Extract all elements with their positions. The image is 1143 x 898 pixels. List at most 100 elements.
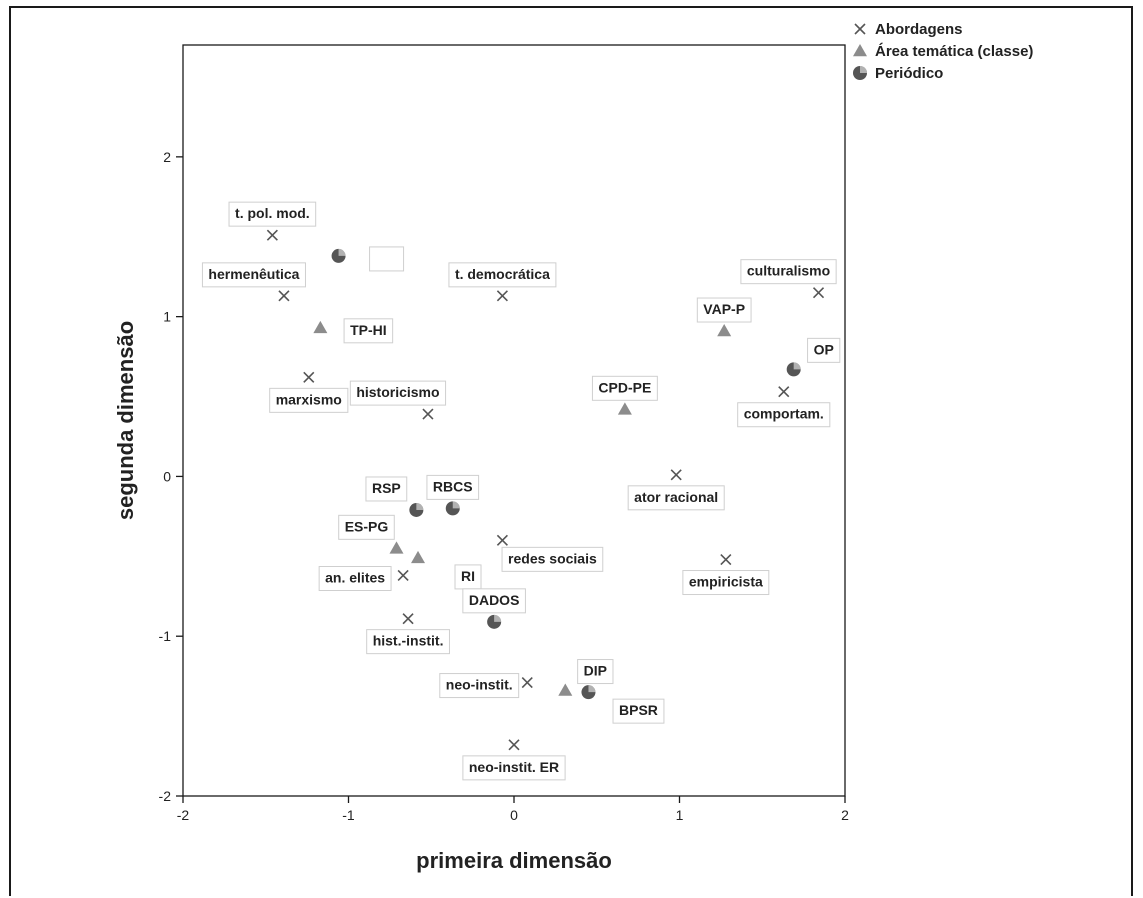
legend-label: Abordagens	[875, 21, 963, 38]
point-label-text: RI	[461, 568, 475, 584]
point-label-box	[807, 337, 841, 363]
point-label: hist.-instit.	[366, 629, 450, 655]
point-label-box	[612, 698, 665, 724]
marker-cross	[278, 290, 290, 302]
y-tick-label: -1	[159, 628, 172, 644]
point-label: comportam.	[737, 402, 831, 428]
marker-circle	[487, 614, 502, 629]
axes-group: -2 -1 0 1 2 -2 -1 0 1 2	[159, 44, 849, 823]
marker-circle	[331, 248, 346, 263]
legend-marker-triangle	[853, 44, 867, 57]
point-label: marxismo	[269, 387, 349, 413]
point-label-box	[201, 262, 306, 288]
marker-cross	[402, 613, 414, 625]
x-tick-label: 2	[841, 807, 849, 823]
legend-entry: Periódico	[853, 65, 943, 82]
point-label: DIP	[577, 659, 614, 685]
point-label-box	[627, 485, 725, 511]
point-label-text: DADOS	[469, 592, 520, 608]
point-label-text: empiricista	[689, 574, 763, 590]
point-label: historicismo	[349, 380, 447, 406]
point-label-box	[454, 564, 482, 590]
point-label: RSP	[365, 476, 408, 502]
point-label-text: TP-HI	[350, 322, 387, 338]
point-label-box	[462, 755, 566, 781]
y-tick-label: 2	[163, 149, 171, 165]
point-label: empiricista	[682, 570, 770, 596]
point-label: BPSR	[612, 698, 665, 724]
marker-cross	[778, 386, 790, 398]
marker-cross	[397, 569, 409, 582]
point-label-box	[577, 659, 614, 685]
point-label-box	[501, 546, 604, 572]
marker-cross	[670, 469, 682, 481]
point-label: TP-HI	[343, 318, 394, 344]
point-label-text: t. pol. mod.	[235, 205, 310, 221]
y-tick-label: -2	[159, 788, 172, 804]
marker-triangle	[411, 550, 426, 564]
x-tick-label: 0	[510, 807, 518, 823]
legend-label: Periódico	[875, 65, 943, 82]
marker-triangle	[617, 402, 632, 415]
point-label-text: redes sociais	[508, 550, 597, 566]
point-label: CPD-PE	[591, 375, 658, 401]
point-label-box	[338, 514, 395, 540]
point-label-text: ator racional	[634, 489, 718, 505]
point-label-text: CPD-PE	[598, 379, 651, 395]
point-label-box	[349, 380, 447, 406]
marker-cross	[422, 408, 434, 420]
point-label: neo-instit. ER	[462, 755, 566, 781]
point-label-box	[369, 246, 405, 272]
point-label-text: hermenêutica	[208, 266, 299, 282]
legend-entry: Abordagens	[854, 21, 963, 38]
point-label-text: neo-instit.	[446, 677, 513, 693]
marker-cross	[812, 287, 825, 299]
point-label-text: t. democrática	[455, 266, 550, 282]
point-label: OP	[807, 337, 841, 363]
figure-frame	[9, 6, 1133, 896]
point-label-box	[462, 588, 526, 614]
marker-cross	[266, 229, 278, 241]
y-tick-label: 0	[163, 468, 171, 484]
y-axis-title: segunda dimensão	[113, 321, 138, 520]
point-label-text: RSP	[372, 480, 401, 496]
point-label-box	[448, 262, 557, 288]
marker-triangle	[558, 683, 573, 696]
marker-circle	[581, 685, 596, 700]
point-label: neo-instit.	[439, 673, 520, 699]
point-label-text: hist.-instit.	[373, 633, 444, 649]
point-label: an. elites	[318, 565, 392, 591]
point-label-box	[740, 259, 837, 285]
x-tick-label: -2	[177, 807, 190, 823]
marker-cross	[720, 553, 732, 566]
legend: Abordagens Área temática (classe) Periódic…	[853, 21, 1033, 82]
point-label-text: an. elites	[325, 569, 385, 585]
marker-triangle	[389, 541, 404, 554]
point-label: ator racional	[627, 485, 725, 511]
x-axis-title: primeira dimensão	[416, 848, 612, 873]
marker-circle	[409, 502, 424, 517]
marker-cross	[521, 676, 533, 689]
legend-marker-circle	[853, 66, 867, 80]
point-labels-group: t. pol. mod. hermenêutica marxismo historic…	[201, 201, 841, 781]
point-label-box	[682, 570, 770, 596]
point-label: RBCS	[426, 474, 480, 500]
point-label: culturalismo	[740, 259, 837, 285]
point-label-text: BPSR	[619, 702, 658, 718]
legend-label: Área temática (classe)	[875, 43, 1033, 60]
point-label: t. democrática	[448, 262, 557, 288]
x-tick-label: 1	[676, 807, 684, 823]
point-label-text: neo-instit. ER	[469, 759, 559, 775]
point-label-text: RBCS	[433, 478, 473, 494]
x-tick-label: -1	[342, 807, 355, 823]
point-label-text: DIP	[584, 663, 607, 679]
point-label-box	[228, 201, 317, 227]
marker-cross	[508, 739, 520, 751]
point-label-text: ES-PG	[345, 518, 389, 534]
point-label-box	[366, 629, 450, 655]
marker-circle	[445, 501, 460, 516]
point-label-box	[343, 318, 394, 344]
point-label: RI	[454, 564, 482, 590]
point-label-box	[269, 387, 349, 413]
